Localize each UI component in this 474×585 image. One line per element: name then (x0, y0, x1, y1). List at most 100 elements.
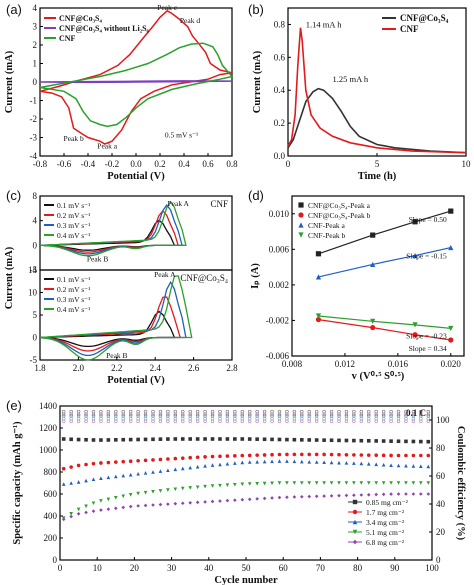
d-legend-label: CNF@Co₃S₄-Peak b (308, 211, 371, 220)
e-capacity-point (69, 514, 73, 519)
e-capacity-point (218, 499, 222, 503)
d-legend-label: CNF-Peak a (308, 221, 346, 230)
e-ce-point (367, 419, 371, 424)
e-ce-point (195, 409, 200, 414)
e-ce-point (143, 416, 148, 421)
e-ce-point (411, 412, 416, 417)
e-ce-point (374, 416, 378, 421)
e-x-tick-label: 60 (279, 563, 289, 573)
a-legend-label: CNF (59, 34, 76, 43)
e-capacity-point (195, 464, 200, 469)
e-capacity-point (329, 494, 334, 498)
e-ce-point (270, 416, 274, 421)
e-capacity-point (84, 462, 88, 467)
e-capacity-point (411, 453, 416, 458)
a-y-axis-title: Current (mA) (4, 50, 15, 113)
c1-scan-curve-3 (39, 200, 187, 257)
e-capacity-point (426, 439, 431, 444)
c2-y-tick-label: 0 (33, 333, 38, 343)
e-ce-point (307, 412, 311, 417)
e-capacity-point (285, 495, 289, 499)
a-y-tick-label: -1 (30, 96, 38, 106)
d-data-point (370, 318, 376, 324)
e-ce-point (396, 416, 401, 421)
e-capacity-point (158, 469, 163, 473)
e-ce-point (173, 412, 178, 417)
d-data-point (412, 252, 418, 259)
e-capacity-point (292, 452, 297, 457)
e-ce-point (344, 409, 349, 414)
c1-legend-label: 0.1 mV s⁻¹ (57, 201, 90, 210)
e-ce-point (195, 416, 200, 421)
e-capacity-point (374, 462, 378, 467)
e-ce-point (359, 416, 364, 421)
e-ce-point (300, 416, 304, 421)
e-capacity-point (381, 462, 386, 467)
e-ce-point (426, 409, 430, 414)
e-capacity-point (128, 492, 133, 497)
e-ce-point (158, 412, 163, 417)
e-ce-point (195, 419, 200, 424)
e-x-tick-label: 80 (353, 563, 363, 573)
e-ce-point (255, 409, 259, 414)
e-y-tick-label: 0 (53, 555, 58, 565)
d-plot-frame (291, 195, 465, 357)
d-y-tick-label: 0.006 (269, 244, 290, 254)
d-legend-marker (298, 212, 304, 218)
e-x-tick-label: 50 (242, 563, 252, 573)
d-data-point (370, 324, 376, 331)
e-ce-point (76, 419, 81, 424)
e-ce-point (136, 419, 140, 424)
e-capacity-point (121, 505, 126, 510)
b-x-tick-label: 10 (462, 159, 472, 169)
e-ce-point (181, 419, 185, 424)
e-ce-point (69, 409, 73, 414)
a-annotation: Peak d (180, 16, 200, 25)
e-y-axis-title: Specific capacity (mAh g⁻¹) (12, 421, 23, 545)
c1-y-tick-label: -4 (30, 265, 38, 275)
e-capacity-point (210, 437, 215, 441)
e-ce-point (62, 409, 66, 414)
a-x-axis-title: Potential (V) (107, 171, 165, 182)
e-capacity-point (218, 437, 222, 441)
a-y-tick-label: 1 (33, 59, 38, 69)
e-capacity-point (225, 498, 230, 503)
e-ce-point (69, 416, 73, 421)
e-capacity-point (307, 494, 312, 499)
e-ce-point (352, 419, 356, 424)
e-capacity-point (91, 509, 96, 513)
e-capacity-point (99, 508, 103, 512)
e-capacity-point (322, 460, 326, 465)
e-capacity-point (195, 500, 200, 505)
e-capacity-point (247, 460, 252, 464)
e-capacity-point (285, 452, 289, 457)
e-capacity-point (322, 494, 326, 498)
e-capacity-point (419, 439, 423, 444)
e-capacity-point (121, 437, 126, 442)
e-ce-point (166, 412, 170, 417)
e-ce-point (322, 412, 326, 417)
e-capacity-point (76, 480, 81, 484)
e-capacity-point (337, 481, 341, 485)
e-capacity-point (329, 452, 334, 457)
c2-peak-label: Peak A (154, 270, 176, 279)
e-capacity-point (61, 517, 66, 522)
e-ce-point (329, 412, 334, 417)
a-series-line-2 (39, 42, 234, 128)
c-x-axis-title: Potential (V) (107, 375, 165, 386)
d-data-point (315, 274, 322, 280)
panel-b-time-plot: 0 5 10 0.0 0.2 0.4 0.6 0.8 Time (h) Current (mA) C… (252, 7, 472, 182)
e-ce-point (210, 412, 215, 417)
d-x-tick-label: 0.008 (282, 359, 303, 369)
e-ce-point (262, 419, 267, 424)
e-ce-point (404, 419, 408, 424)
d-fit-line-0 (318, 210, 451, 255)
e-ce-point (106, 416, 111, 421)
e-capacity-point (285, 437, 289, 442)
e-capacity-point (218, 483, 222, 488)
panel-a-cv-plot: -0.8 -0.6 -0.4 -0.2 0.0 0.2 0.4 0.6 0.8 -4 -3 -2 -1 0… (4, 3, 238, 182)
e-ce-point (285, 419, 289, 424)
d-data-point (370, 261, 376, 268)
e-ce-point (91, 409, 96, 414)
e-capacity-point (381, 492, 386, 497)
